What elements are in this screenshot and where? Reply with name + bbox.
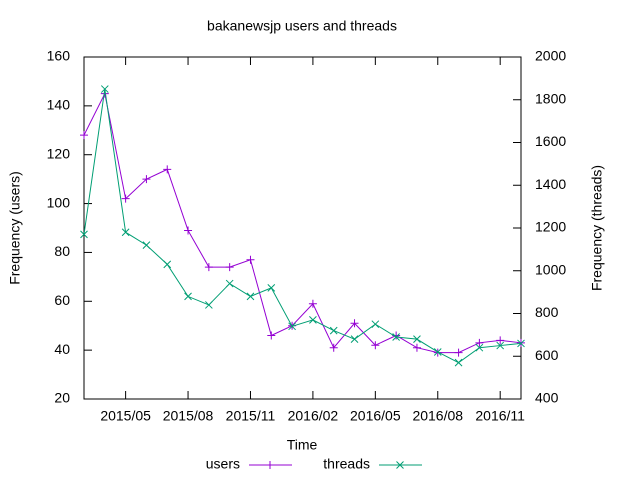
y2-tick-label: 1800: [535, 90, 566, 106]
point-marker: [329, 343, 338, 352]
point-marker: [309, 316, 317, 324]
point-marker: [121, 228, 130, 237]
legend-label: users: [206, 456, 240, 472]
y2-tick-label: 2000: [535, 48, 566, 64]
x-tick-label: 2015/05: [100, 408, 151, 424]
point-marker: [184, 226, 193, 235]
point-marker: [225, 263, 234, 272]
point-marker: [225, 279, 234, 288]
point-marker: [184, 292, 192, 301]
y2-tick-label: 800: [535, 304, 559, 320]
point-marker: [288, 322, 296, 331]
point-marker: [266, 461, 274, 469]
point-marker: [517, 339, 525, 348]
y-axis-label: Frequency (users): [7, 171, 23, 285]
point-marker: [121, 194, 130, 203]
x-tick-label: 2016/05: [350, 408, 401, 424]
chart-title: bakanewsjp users and threads: [207, 18, 397, 34]
y-tick-label: 120: [47, 145, 71, 161]
point-marker: [412, 343, 421, 352]
y2-tick-label: 400: [535, 390, 559, 406]
x-tick-label: 2016/08: [412, 408, 463, 424]
point-marker: [329, 326, 338, 335]
y-tick-label: 60: [54, 292, 70, 308]
point-marker: [267, 331, 276, 340]
point-marker: [496, 336, 505, 345]
y-tick-label: 80: [54, 243, 70, 259]
point-marker: [413, 335, 421, 344]
x-tick-label: 2016/11: [475, 408, 525, 424]
y2-tick-label: 1400: [535, 176, 566, 192]
legend-label: threads: [323, 456, 370, 472]
point-marker: [396, 461, 404, 469]
point-marker: [204, 263, 213, 272]
point-marker: [350, 319, 359, 328]
point-marker: [350, 335, 359, 344]
point-marker: [454, 358, 463, 367]
point-marker: [163, 165, 172, 174]
point-marker: [80, 131, 88, 140]
y-tick-label: 40: [54, 341, 70, 357]
point-marker: [371, 320, 380, 329]
point-marker: [80, 230, 88, 239]
point-marker: [433, 348, 442, 356]
point-marker: [371, 341, 380, 350]
y-tick-label: 20: [54, 390, 70, 406]
point-marker: [142, 175, 151, 184]
series-line: [83, 88, 522, 364]
point-marker: [142, 241, 151, 249]
point-marker: [246, 292, 255, 301]
y2-tick-label: 1200: [535, 219, 566, 235]
point-marker: [475, 338, 484, 347]
y2-tick-label: 1600: [535, 133, 566, 149]
point-marker: [454, 348, 463, 357]
y-tick-label: 140: [47, 97, 71, 113]
point-marker: [163, 260, 172, 269]
point-marker: [496, 341, 505, 350]
y2-tick-label: 1000: [535, 261, 566, 277]
point-marker: [246, 255, 255, 264]
plot-frame: [83, 56, 522, 400]
point-marker: [475, 343, 484, 352]
point-marker: [392, 333, 400, 341]
point-marker: [308, 299, 317, 308]
y-tick-label: 100: [47, 194, 71, 210]
x-tick-label: 2016/02: [288, 408, 339, 424]
y-tick-label: 160: [47, 48, 71, 64]
x-tick-label: 2015/11: [226, 408, 276, 424]
point-marker: [205, 301, 213, 309]
x-tick-label: 2015/08: [163, 408, 214, 424]
y2-tick-label: 600: [535, 347, 559, 363]
point-marker: [100, 85, 109, 93]
y2-axis-label: Frequency (threads): [589, 165, 605, 291]
series-line: [83, 92, 522, 354]
x-axis-label: Time: [287, 437, 318, 453]
point-marker: [267, 283, 276, 292]
